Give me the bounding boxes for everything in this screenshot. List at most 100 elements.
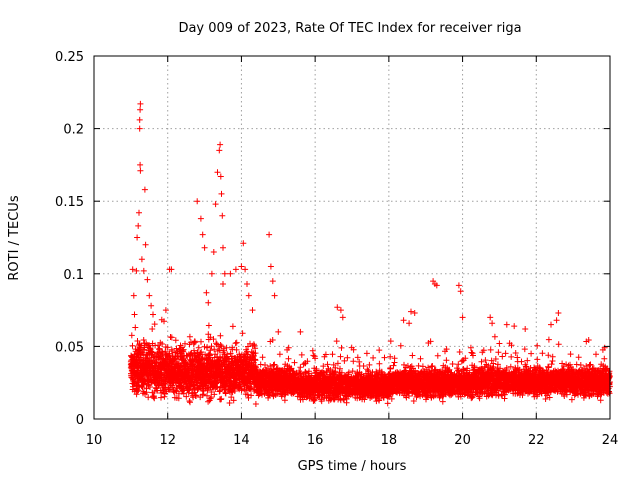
data-point [207,352,213,359]
data-point [267,363,274,370]
data-point [207,334,214,341]
data-point [187,399,193,406]
data-point [238,263,245,270]
data-point [161,318,167,325]
data-point [208,270,215,277]
data-point [433,282,440,289]
data-point [406,320,413,327]
data-point [245,292,252,299]
data-point [128,332,135,339]
data-point [211,346,218,353]
data-point [151,395,158,402]
data-point [142,241,149,248]
data-point [337,307,344,314]
data-point [297,328,304,335]
data-point [149,349,156,356]
data-point [221,270,228,277]
data-point [220,244,226,251]
data-point [224,351,231,358]
data-point [219,212,226,219]
data-point [457,288,464,295]
data-point [194,198,201,205]
data-points [127,100,613,407]
data-point [186,398,193,404]
data-point [201,244,208,251]
data-point [186,333,193,340]
data-point [242,266,249,273]
data-point [222,390,229,397]
data-point [168,266,175,273]
data-point [185,389,192,396]
data-point [503,321,510,328]
data-point [266,231,273,238]
data-point [159,341,166,347]
data-point [216,388,223,395]
data-point [262,362,268,368]
data-point [173,358,180,365]
data-point [252,357,259,364]
data-point [134,388,141,395]
data-point [229,323,236,330]
data-point [334,304,341,311]
data-point [555,310,562,316]
data-point [408,308,414,315]
data-point [218,190,225,197]
data-point [203,289,210,296]
data-point [339,314,346,321]
data-point [213,340,220,347]
data-point [249,307,256,314]
data-point [182,340,188,347]
data-point [162,307,169,314]
data-point [233,346,240,353]
data-point [197,215,204,222]
data-point [304,358,311,365]
data-point [203,344,210,351]
data-point [156,346,162,353]
data-point [137,167,144,174]
data-point [132,324,139,331]
data-point [137,100,144,107]
data-point [172,337,179,344]
data-point [285,344,292,351]
data-point [137,161,144,168]
data-point [269,278,276,285]
data-point [135,222,142,229]
data-point [192,339,199,346]
data-point [183,393,190,400]
data-point [271,361,278,368]
data-point [411,310,418,316]
data-point [230,397,237,404]
data-point [211,391,218,398]
data-point [146,292,153,299]
data-point [240,240,247,247]
data-point [281,397,288,404]
data-point [459,314,466,321]
data-point [216,347,223,354]
data-point [208,394,215,401]
data-point [168,334,175,341]
data-point [193,392,200,399]
data-point [214,169,221,176]
data-point [150,311,156,318]
data-point [306,368,312,375]
data-point [136,116,143,123]
data-point [146,342,153,349]
data-point [129,342,136,349]
data-point [195,344,202,351]
data-point [136,125,143,132]
data-point [275,328,282,335]
data-point [144,276,151,283]
data-point [164,344,171,351]
data-point [205,322,212,329]
data-point [252,363,259,369]
data-point [223,344,230,351]
data-point [511,323,518,330]
data-point [129,266,136,273]
data-point [455,282,462,289]
data-point [217,332,224,339]
data-point [285,355,292,362]
data-point [300,396,306,403]
data-point [291,359,298,366]
